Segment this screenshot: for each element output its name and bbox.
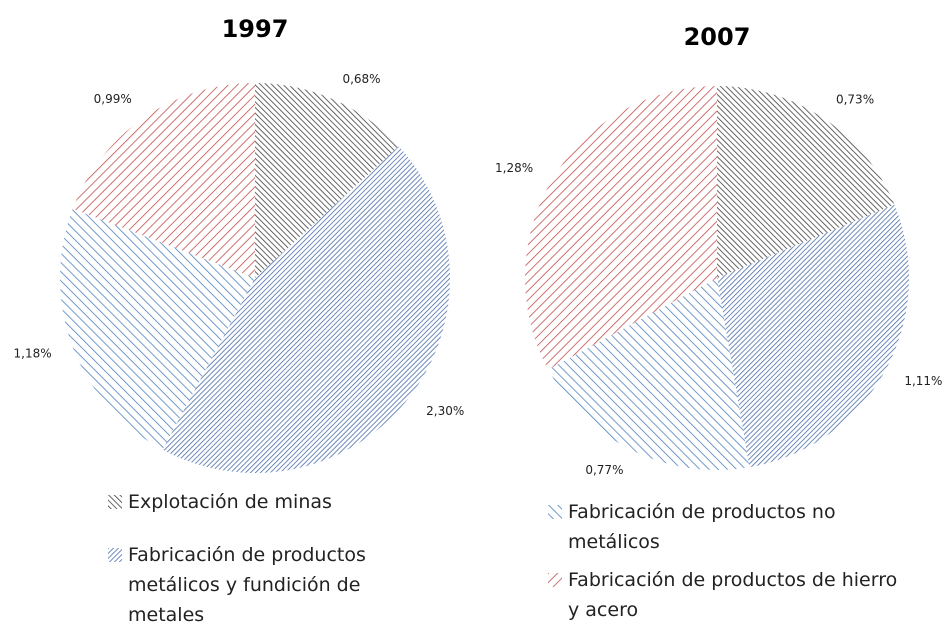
pie-slice (255, 83, 399, 278)
legend-swatch (108, 495, 122, 509)
data-label: 0,68% (342, 72, 380, 86)
pie-slice (60, 208, 255, 450)
legend-label: Explotación de minas (128, 491, 332, 513)
pie-slice (72, 83, 255, 278)
data-label: 0,99% (94, 92, 132, 106)
legend-swatch (548, 573, 562, 587)
data-label: 1,11% (904, 374, 942, 388)
pie-slice (717, 86, 895, 278)
chart-title: 2007 (684, 23, 751, 51)
pie-slice (162, 146, 451, 473)
legend-item: Explotación de minas (108, 487, 428, 517)
legend-item: Fabricación de productos no metálicos (548, 497, 908, 557)
legend-label: Fabricación de productos metálicos y fun… (128, 544, 366, 626)
legend-item: Fabricación de productos metálicos y fun… (108, 540, 428, 630)
data-label: 0,73% (836, 93, 874, 107)
pie-slice (717, 204, 909, 468)
legend-label: Fabricación de productos no metálicos (568, 501, 836, 553)
pie-slice (525, 86, 717, 370)
data-label: 1,18% (14, 346, 52, 360)
legend-swatch (548, 505, 562, 519)
legend-label: Fabricación de productos de hierro y ace… (568, 569, 898, 621)
chart-title: 1997 (222, 15, 289, 43)
legend-item: Fabricación de productos de hierro y ace… (548, 565, 908, 625)
data-label: 1,28% (495, 161, 533, 175)
data-label: 2,30% (426, 404, 464, 418)
data-label: 0,77% (585, 463, 623, 477)
legend-swatch (108, 548, 122, 562)
pie-slice (548, 278, 750, 470)
